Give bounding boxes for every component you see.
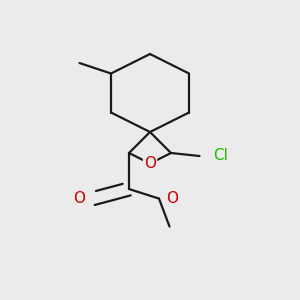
Text: O: O bbox=[144, 156, 156, 171]
Text: Cl: Cl bbox=[213, 148, 228, 164]
Text: O: O bbox=[74, 191, 86, 206]
Text: O: O bbox=[167, 191, 178, 206]
